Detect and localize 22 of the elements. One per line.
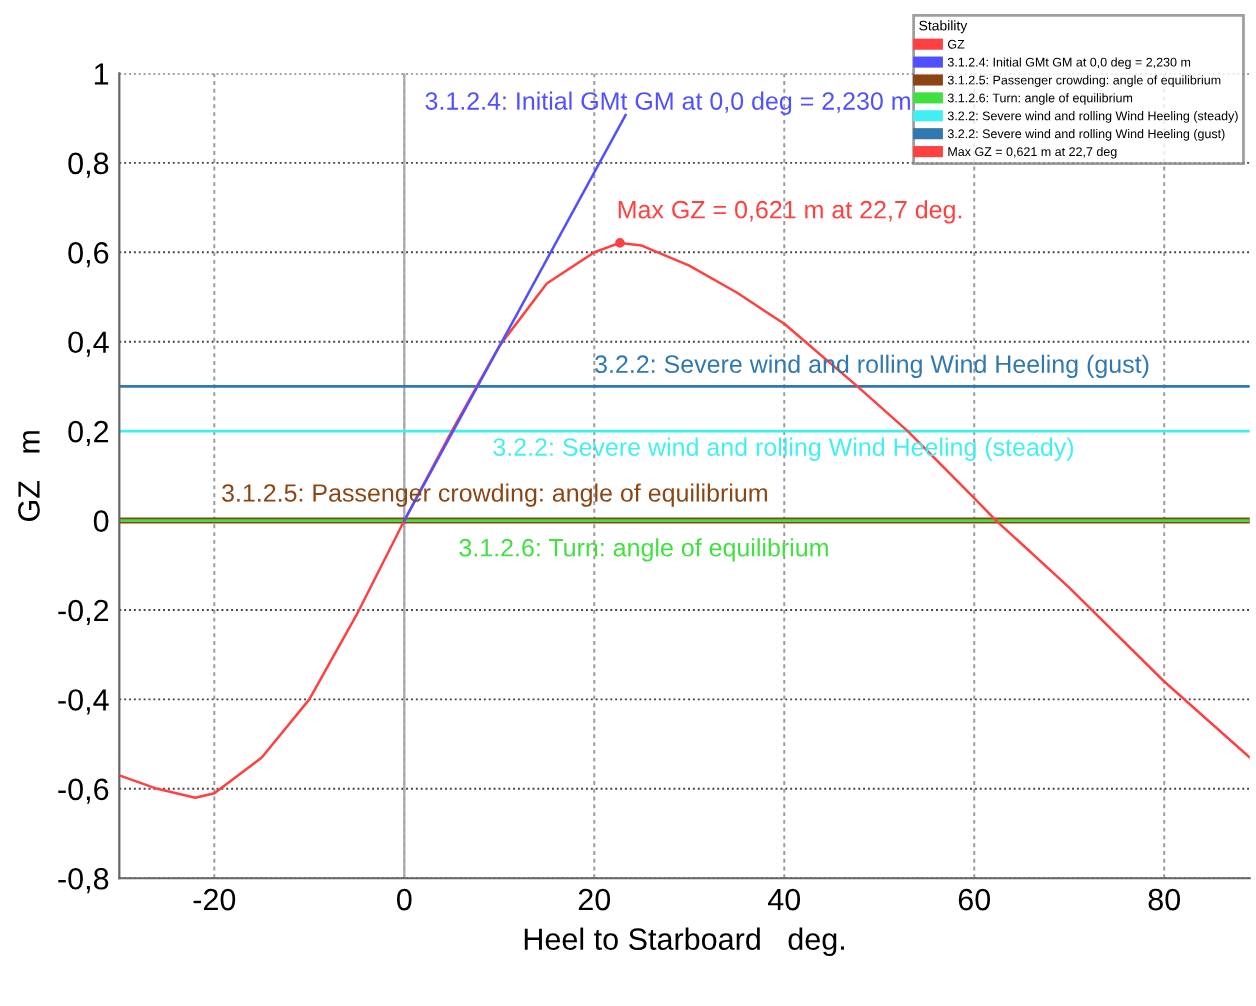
y-tick-label: -0,2: [58, 599, 109, 625]
annotation: 3.1.2.6: Turn: angle of equilibrium: [459, 538, 828, 562]
x-tick-label: -20: [193, 888, 236, 911]
x-tick-label: 20: [578, 888, 611, 911]
line-series: [119, 241, 1250, 800]
y-tick-label: 1: [94, 63, 109, 85]
y-axis-title: GZ m: [18, 431, 40, 521]
x-tick-label: 80: [1148, 888, 1181, 911]
y-tick-label: 0,2: [68, 420, 109, 447]
annotation: 3.1.2.4: Initial GMt GM at 0,0 deg = 2,230 m: [425, 91, 910, 115]
y-tick-label: 0,8: [68, 152, 109, 178]
x-tick-label: 0: [396, 888, 412, 911]
y-tick-label: -0,8: [58, 867, 109, 894]
x-axis-title: Heel to Starboard deg.: [524, 927, 844, 957]
y-tick-label: -0,6: [58, 778, 109, 804]
y-tick-label: 0,4: [68, 331, 109, 357]
y-tick-label: -0,4: [58, 689, 109, 715]
y-tick-label: 0: [93, 510, 109, 532]
annotation: Max GZ = 0,621 m at 22,7 deg.: [618, 200, 962, 224]
x-tick-label: 60: [958, 888, 991, 911]
y-tick-label: 0,6: [68, 242, 109, 268]
x-tick-label: 40: [767, 888, 801, 911]
